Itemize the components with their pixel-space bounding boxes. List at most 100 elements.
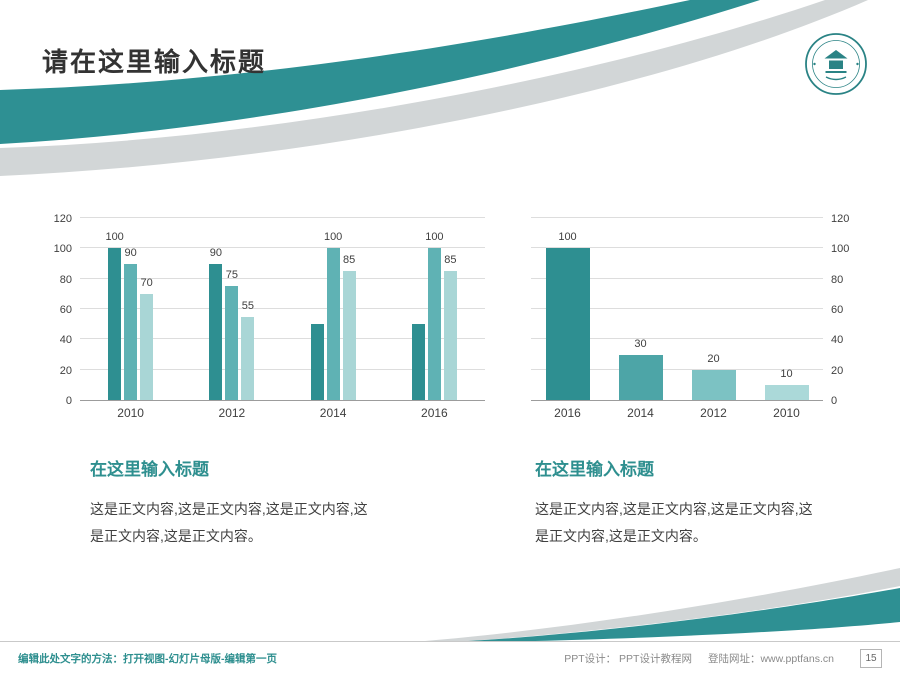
gridline (80, 368, 485, 370)
logo-right-dot (856, 62, 859, 66)
top-swoosh-decoration (0, 0, 868, 176)
bars-area: 100 30 20 10 (531, 218, 823, 400)
logo-building (829, 60, 843, 69)
y-tick-label: 100 (53, 243, 72, 256)
right-chart-y-axis: 0 20 40 60 80 100 120 (823, 213, 857, 407)
bar-value-label: 100 (323, 231, 343, 244)
bar-2016: 85 (443, 254, 457, 400)
bar-2010: 90 (124, 247, 138, 400)
category-group-2012: 90 75 55 (181, 218, 282, 400)
bar-value-label: 100 (425, 231, 444, 244)
logo-outer-ring (805, 33, 867, 95)
x-tick-label: 2012 (700, 406, 727, 420)
grouped-bar-chart: 0 20 40 60 80 100 120 100 90 70 90 75 55 100 85 100 85 … (48, 213, 485, 420)
footer-bar: 编辑此处文字的方法：打开视图-幻灯片母版-编辑第一页 PPT设计： PPT设计教… (0, 641, 900, 675)
x-tick-label: 2016 (421, 406, 448, 420)
category-group-2010: 100 90 70 (80, 218, 181, 400)
gridline (531, 247, 823, 249)
bar-2016: 100 (545, 231, 590, 400)
bar-value-label: 100 (558, 231, 577, 244)
bar-2012: 75 (225, 269, 239, 400)
bar-2014: 85 (342, 254, 356, 400)
gridline (80, 277, 485, 279)
bar-value-label: 55 (241, 299, 254, 312)
bar-value-label: 90 (209, 246, 222, 259)
right-section-body: 这是正文内容,这是正文内容,这是正文内容,这 是正文内容,这是正文内容。 (535, 501, 813, 545)
y-tick-label: 40 (59, 334, 72, 347)
top-swoosh-gray (0, 0, 868, 176)
bar-value-label: 10 (780, 367, 793, 380)
x-tick-label: 2016 (554, 406, 581, 420)
university-seal-logo (805, 33, 867, 95)
bar-value-label: 85 (343, 254, 356, 267)
x-tick-label: 2014 (319, 406, 347, 420)
y-tick-label: 80 (831, 273, 844, 286)
page-title: 请在这里输入标题 (42, 47, 267, 77)
y-tick-label: 0 (831, 395, 838, 407)
bar-2016 (411, 324, 425, 400)
right-section-heading: 在这里输入标题 (535, 460, 654, 479)
logo-inner-ring (812, 40, 860, 88)
bar-2014: 30 (618, 338, 663, 400)
logo-left-dot (813, 62, 816, 66)
page-number-box: 15 (860, 649, 882, 668)
y-tick-label: 40 (831, 334, 844, 347)
bar-value-label: 100 (105, 231, 124, 244)
y-tick-label: 20 (831, 364, 844, 377)
right-chart-x-axis: 2016 2014 2012 2010 (531, 406, 823, 420)
logo-wave (825, 76, 847, 81)
bar-value-label: 30 (634, 337, 647, 350)
single-bar-chart: 100 30 20 10 2016 2014 2012 2010 0 20 40 60 80 100 1… (531, 213, 857, 420)
x-tick-label: 2010 (773, 406, 800, 420)
bar-2012: 90 (209, 247, 223, 400)
y-tick-label: 100 (831, 243, 850, 256)
bar-2012: 20 (691, 353, 736, 400)
right-chart-plot-area: 100 30 20 10 (531, 217, 823, 401)
category-group-2010: 10 (750, 218, 823, 400)
bottom-swoosh-decoration (425, 568, 900, 641)
bar-2012: 55 (241, 300, 255, 400)
gridline (531, 368, 823, 370)
y-tick-label: 60 (831, 304, 844, 316)
bar-value-label: 85 (444, 254, 457, 267)
bar-2010: 10 (764, 368, 809, 400)
bar-2014: 100 (324, 231, 342, 400)
gridline (531, 277, 823, 279)
y-tick-label: 0 (65, 395, 72, 407)
gridline (80, 217, 485, 218)
gridline (80, 247, 485, 249)
logo-roof (824, 50, 848, 59)
gridline (531, 308, 823, 309)
bars-area: 100 90 70 90 75 55 100 85 100 85 (80, 218, 485, 400)
gridline (80, 308, 485, 309)
right-text-section: 在这里输入标题 这是正文内容,这是正文内容,这是正文内容,这 是正文内容,这是正… (535, 455, 875, 551)
x-tick-label: 2012 (218, 406, 246, 420)
logo-base (825, 71, 847, 73)
y-tick-label: 20 (59, 364, 72, 377)
bar-value-label: 70 (140, 276, 153, 289)
category-group-2016: 100 (531, 218, 604, 400)
x-tick-label: 2010 (117, 406, 144, 420)
gridline (531, 217, 823, 218)
bar-2010: 100 (105, 231, 124, 400)
left-chart-plot-area: 100 90 70 90 75 55 100 85 100 85 (80, 217, 485, 401)
category-group-2014: 30 (604, 218, 677, 400)
bar-2014 (310, 324, 324, 400)
bottom-swoosh-gray (425, 568, 900, 641)
bottom-swoosh-teal (468, 588, 900, 641)
x-tick-label: 2014 (627, 406, 654, 420)
left-chart-y-axis: 0 20 40 60 80 100 120 (48, 213, 80, 407)
gridline (80, 338, 485, 340)
category-group-2016: 100 85 (384, 218, 485, 400)
left-text-section: 在这里输入标题 这是正文内容,这是正文内容,这是正文内容,这 是正文内容,这是正… (90, 455, 430, 551)
y-tick-label: 60 (59, 304, 72, 316)
category-group-2014: 100 85 (283, 218, 384, 400)
y-tick-label: 120 (53, 213, 72, 225)
y-tick-label: 120 (831, 213, 850, 225)
left-section-body: 这是正文内容,这是正文内容,这是正文内容,这 是正文内容,这是正文内容。 (90, 501, 368, 545)
bar-value-label: 90 (124, 246, 137, 259)
bar-2010: 70 (140, 277, 154, 400)
category-group-2012: 20 (677, 218, 750, 400)
left-section-heading: 在这里输入标题 (90, 460, 209, 479)
